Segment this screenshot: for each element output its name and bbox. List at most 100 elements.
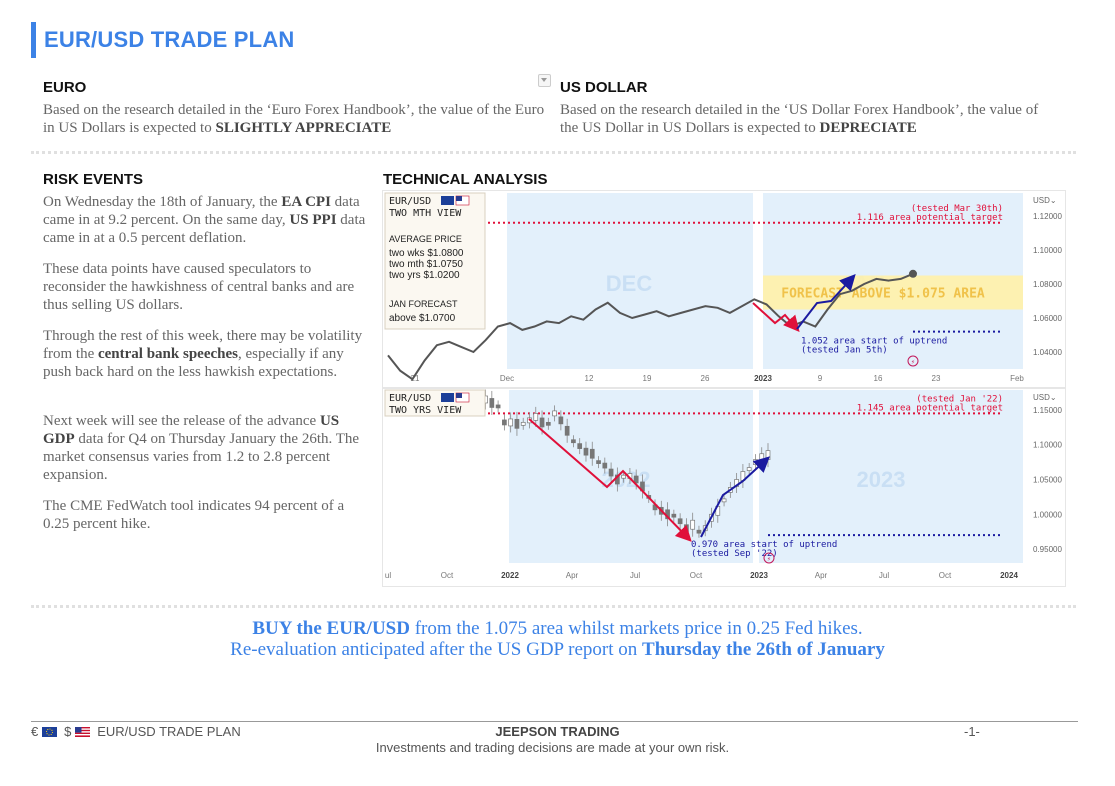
x-tick-label: 2022 <box>501 571 519 580</box>
eu-flag-icon <box>441 196 454 205</box>
y-tick-label: 1.15000 <box>1033 406 1062 415</box>
candle-body <box>684 524 689 533</box>
section-divider <box>31 151 1076 154</box>
usd-heading: US DOLLAR <box>560 79 648 96</box>
candle-body <box>489 398 495 408</box>
view-label: TWO YRS VIEW <box>389 405 462 416</box>
y-tick-label: 1.10000 <box>1033 246 1062 255</box>
lightning-glyph: ⚡ <box>767 555 771 563</box>
candle-body <box>596 460 601 464</box>
forecast-zone-label: FORECAST ABOVE $1.075 AREA <box>781 287 985 302</box>
candle-body <box>589 448 595 459</box>
dropdown-arrow-icon[interactable] <box>538 74 551 87</box>
y-tick-label: 1.00000 <box>1033 510 1062 519</box>
lightning-icon <box>907 355 919 367</box>
risk-heading: RISK EVENTS <box>43 171 144 188</box>
euro-paragraph: Based on the research detailed in the ‘E… <box>43 102 545 136</box>
candle-body <box>495 404 501 409</box>
cta-line-2: Re-evaluation anticipated after the US G… <box>230 639 885 660</box>
candle-body <box>671 513 677 518</box>
candle-body <box>552 410 557 417</box>
candle-body <box>533 413 539 421</box>
info-box <box>384 192 486 330</box>
candle-body <box>759 453 765 462</box>
candle-body <box>564 425 570 436</box>
y-tick-label: 1.06000 <box>1033 314 1062 323</box>
x-tick-label: 2023 <box>754 374 772 383</box>
us-flag-canton <box>456 393 462 398</box>
page-number: -1- <box>964 724 980 739</box>
y-tick-label: 1.08000 <box>1033 280 1062 289</box>
x-tick-label: 2023 <box>750 571 768 580</box>
resistance-label-1: (tested Jan '22) <box>916 394 1003 404</box>
lightning-icon <box>763 552 775 564</box>
cta-line-1: BUY the EUR/USD from the 1.075 area whil… <box>252 618 863 639</box>
x-tick-label: Jul <box>879 571 889 580</box>
risk-paragraph-4: Next week will see the release of the ad… <box>43 413 360 483</box>
y-tick-label: 1.10000 <box>1033 441 1062 450</box>
candle-body <box>753 459 758 465</box>
candle-body <box>608 468 614 477</box>
candle-body <box>621 474 626 479</box>
x-tick-label: 12 <box>585 374 594 383</box>
pair-label: EUR/USD <box>389 196 431 207</box>
eu-flag-icon <box>441 393 454 402</box>
y-tick-label: 1.04000 <box>1033 348 1062 357</box>
euro-heading: EURO <box>43 79 87 96</box>
pair-label: EUR/USD <box>389 393 431 404</box>
forecast-title: JAN FORECAST <box>389 299 458 309</box>
two-month-chart: DECJANFORECAST ABOVE $1.075 AREA1.120001… <box>384 192 1062 383</box>
x-tick-label: 26 <box>701 374 710 383</box>
x-tick-label: 21 <box>411 374 420 383</box>
usd-verdict: DEPRECIATE <box>819 120 917 136</box>
resistance-label-1: (tested Mar 30th) <box>911 204 1003 214</box>
candle-body <box>690 519 696 530</box>
footer-company: JEEPSON TRADING <box>495 724 620 739</box>
x-tick-label: Jul <box>630 571 640 580</box>
candle-body <box>514 418 520 429</box>
us-flag-canton <box>456 196 462 201</box>
candle-body <box>571 439 576 444</box>
support-label-1: 1.052 area start of uptrend <box>801 337 947 347</box>
x-tick-label: Dec <box>500 374 514 383</box>
average-price-line: two mth $1.0750 <box>389 259 463 270</box>
average-price-title: AVERAGE PRICE <box>389 234 462 244</box>
dollar-symbol: $ <box>64 724 72 739</box>
candle-body <box>583 447 589 456</box>
currency-label: USD⌄ <box>1033 393 1057 402</box>
risk-paragraph-2: These data points have caused speculator… <box>43 261 355 313</box>
candle-body <box>520 421 526 426</box>
candle-body <box>721 498 727 503</box>
technical-heading: TECHNICAL ANALYSIS <box>383 171 548 188</box>
up-trend-arrow <box>700 456 770 538</box>
usd-paragraph: Based on the research detailed in the ‘U… <box>560 102 1039 136</box>
up-trend-arrow <box>796 274 856 330</box>
candle-body <box>633 475 639 484</box>
x-tick-label: Apr <box>566 571 579 580</box>
x-tick-label: 16 <box>874 374 883 383</box>
euro-symbol: € <box>31 724 39 739</box>
average-price-line: two wks $1.0800 <box>389 248 464 259</box>
technical-chart: DECJANFORECAST ABOVE $1.075 AREA1.120001… <box>382 190 1066 587</box>
y-tick-label: 1.12000 <box>1033 212 1062 221</box>
x-tick-label: 23 <box>932 374 941 383</box>
x-tick-label: Oct <box>690 571 703 580</box>
lightning-glyph: ⚡ <box>911 358 915 366</box>
candle-body <box>558 416 564 425</box>
resistance-label-2: 1.145 area potential target <box>857 403 1003 413</box>
forecast-value: above $1.0700 <box>389 313 456 324</box>
risk-paragraph-1: On Wednesday the 18th of January, the EA… <box>43 194 366 246</box>
candle-body <box>502 419 507 426</box>
region-label-0: DEC <box>606 271 653 296</box>
risk-paragraph-3: Through the rest of this week, there may… <box>43 328 363 380</box>
y-tick-label: 0.95000 <box>1033 545 1062 554</box>
average-price-line: two yrs $1.0200 <box>389 270 460 281</box>
view-label: TWO MTH VIEW <box>389 208 462 219</box>
chart-canvas: DECJANFORECAST ABOVE $1.075 AREA1.120001… <box>383 192 1065 580</box>
x-tick-label: 2024 <box>1000 571 1018 580</box>
candle-body <box>508 418 514 427</box>
euro-verdict: SLIGHTLY APPRECIATE <box>215 120 392 136</box>
currency-label: USD⌄ <box>1033 196 1057 205</box>
footer-disclaimer: Investments and trading decisions are ma… <box>375 740 730 755</box>
footer-left: € $ EUR/USD TRADE PLAN <box>31 724 241 739</box>
